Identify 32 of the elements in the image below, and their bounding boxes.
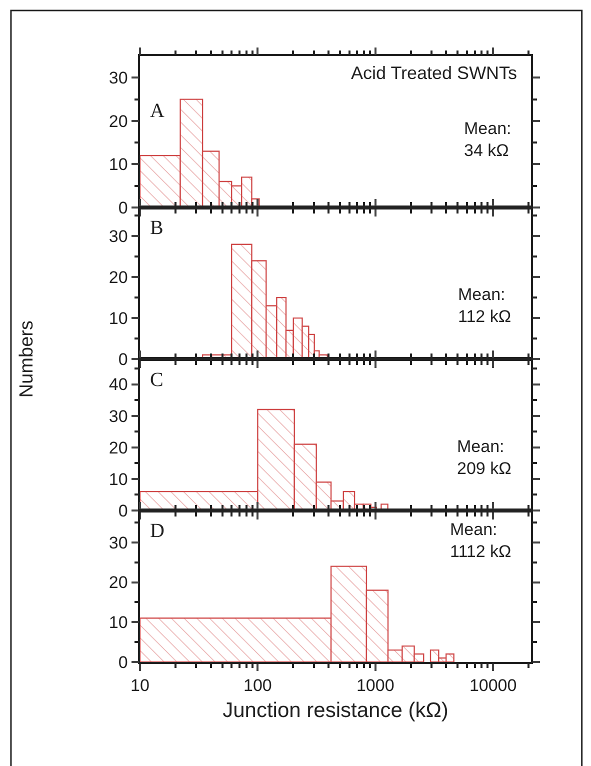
- y-tick-label: 30: [108, 533, 128, 552]
- y-tick-label: 30: [108, 68, 128, 88]
- y-tick-label: 0: [118, 350, 128, 369]
- y-axis-title: Numbers: [16, 320, 38, 398]
- x-axis-title: Junction resistance (kΩ): [222, 698, 448, 722]
- y-tick-label: 10: [108, 613, 128, 632]
- y-tick-label: 20: [108, 268, 128, 288]
- y-tick-label: 20: [108, 573, 128, 592]
- y-tick-label: 20: [108, 112, 128, 131]
- annotation: C: [150, 369, 164, 391]
- x-tick-label: 1000: [356, 676, 394, 696]
- y-tick-label: 0: [118, 198, 128, 218]
- y-tick-label: 20: [108, 438, 128, 458]
- annotation: D: [150, 520, 164, 542]
- y-tick-label: 10: [108, 155, 128, 174]
- y-tick-label: 30: [108, 406, 128, 426]
- y-tick-label: 10: [108, 309, 128, 328]
- x-tick-label: 10000: [469, 676, 517, 696]
- y-tick-label: 10: [108, 470, 128, 489]
- y-tick-label: 30: [108, 227, 128, 246]
- annotation: Mean: 34 kΩ: [464, 119, 512, 160]
- annotation: B: [150, 217, 164, 239]
- annotation: A: [150, 100, 165, 122]
- annotation: Mean: 112 kΩ: [458, 285, 512, 326]
- annotation: Mean: 209 kΩ: [457, 437, 512, 478]
- x-tick-label: 100: [244, 676, 272, 696]
- y-tick-label: 0: [118, 652, 128, 672]
- y-tick-label: 40: [108, 375, 128, 394]
- y-tick-label: 0: [118, 501, 128, 520]
- chart-title: Acid Treated SWNTs: [351, 63, 518, 83]
- x-tick-label: 10: [130, 676, 150, 696]
- annotation: Mean: 1112 kΩ: [450, 520, 512, 562]
